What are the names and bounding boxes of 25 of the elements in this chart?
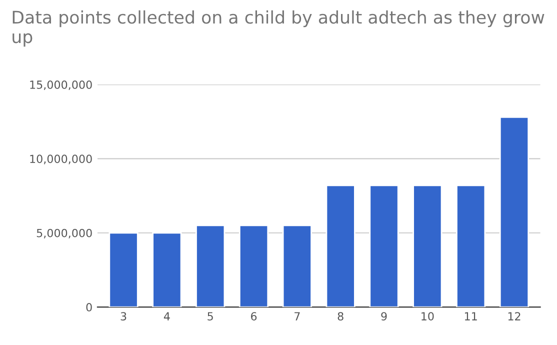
y-tick-label: 10,000,000: [30, 154, 92, 164]
bar: [238, 224, 269, 308]
x-tick-label: 5: [208, 312, 213, 321]
bar: [412, 184, 442, 308]
y-tick-label: 0: [86, 303, 92, 312]
x-tick-label: 3: [120, 312, 126, 321]
x-tick-label: 4: [164, 312, 170, 320]
x-tick-label: 11: [464, 312, 477, 320]
bar: [326, 184, 356, 308]
y-tick-label: 5,000,000: [36, 228, 92, 238]
x-tick-label: 10: [422, 312, 434, 321]
y-tick-label: 15,000,000: [30, 80, 92, 90]
bar: [196, 224, 226, 308]
x-tick-label: 12: [508, 312, 520, 320]
x-tick-label: 7: [294, 312, 300, 320]
chart-title: Data points collected on a child by adult adtech as they grow up: [12, 10, 544, 47]
bar: [152, 232, 182, 308]
x-tick-label: 9: [381, 312, 387, 321]
bar: [369, 184, 399, 308]
bar: [499, 116, 530, 308]
x-tick-label: 8: [338, 312, 344, 321]
x-tick-label: 6: [251, 312, 257, 321]
bar: [108, 232, 138, 308]
bar: [456, 184, 486, 308]
bar: [282, 224, 312, 308]
